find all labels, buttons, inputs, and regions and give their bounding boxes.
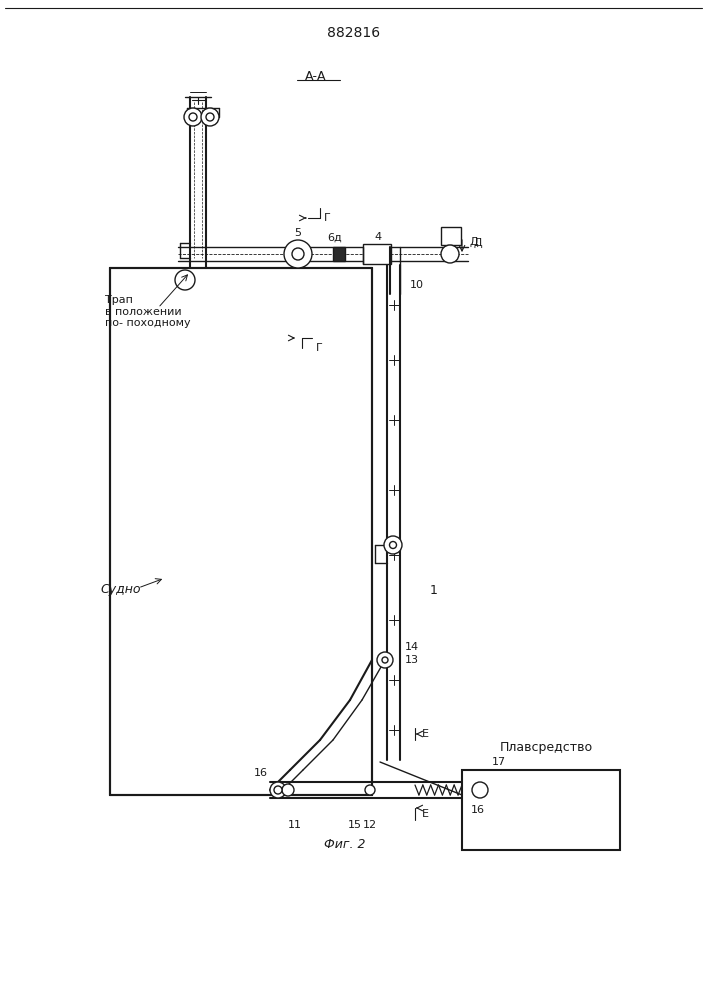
Circle shape bbox=[189, 113, 197, 121]
Text: 1: 1 bbox=[430, 584, 438, 596]
Text: 15: 15 bbox=[348, 820, 362, 830]
Circle shape bbox=[284, 240, 312, 268]
Text: 10: 10 bbox=[410, 280, 424, 290]
Bar bbox=[441, 227, 461, 245]
Text: Е: Е bbox=[422, 729, 429, 739]
Circle shape bbox=[282, 784, 294, 796]
Circle shape bbox=[384, 536, 402, 554]
Text: 16: 16 bbox=[254, 768, 268, 778]
Text: Фиг. 2: Фиг. 2 bbox=[325, 838, 366, 852]
Circle shape bbox=[175, 270, 195, 290]
Circle shape bbox=[382, 657, 388, 663]
Text: 882816: 882816 bbox=[327, 26, 380, 40]
Text: 11: 11 bbox=[288, 820, 302, 830]
Bar bbox=[333, 247, 345, 261]
Text: Д: Д bbox=[469, 237, 478, 247]
Bar bbox=[462, 783, 470, 797]
Text: А-А: А-А bbox=[305, 70, 327, 83]
Circle shape bbox=[201, 108, 219, 126]
Circle shape bbox=[472, 782, 488, 798]
Polygon shape bbox=[110, 268, 372, 795]
Circle shape bbox=[274, 786, 282, 794]
Text: 13: 13 bbox=[405, 655, 419, 665]
Text: Е: Е bbox=[422, 809, 429, 819]
Text: Судно: Судно bbox=[100, 584, 141, 596]
Text: Г: Г bbox=[316, 343, 323, 353]
Circle shape bbox=[292, 248, 304, 260]
Text: 17: 17 bbox=[492, 757, 506, 767]
Text: Г: Г bbox=[324, 213, 331, 223]
Circle shape bbox=[390, 542, 397, 548]
Text: 5: 5 bbox=[295, 228, 301, 238]
Text: 16: 16 bbox=[471, 805, 485, 815]
Circle shape bbox=[206, 113, 214, 121]
Text: Д: Д bbox=[474, 238, 483, 248]
Circle shape bbox=[441, 245, 459, 263]
Text: 12: 12 bbox=[363, 820, 377, 830]
Text: 6д: 6д bbox=[327, 233, 342, 243]
Bar bbox=[462, 770, 620, 850]
Text: 14: 14 bbox=[405, 642, 419, 652]
Circle shape bbox=[270, 782, 286, 798]
Circle shape bbox=[365, 785, 375, 795]
Bar bbox=[363, 244, 391, 264]
Circle shape bbox=[377, 652, 393, 668]
Text: Плавсредство: Плавсредство bbox=[500, 742, 593, 754]
Text: 4: 4 bbox=[375, 232, 382, 242]
Text: Трап
в положении
по- походному: Трап в положении по- походному bbox=[105, 295, 191, 328]
Circle shape bbox=[184, 108, 202, 126]
